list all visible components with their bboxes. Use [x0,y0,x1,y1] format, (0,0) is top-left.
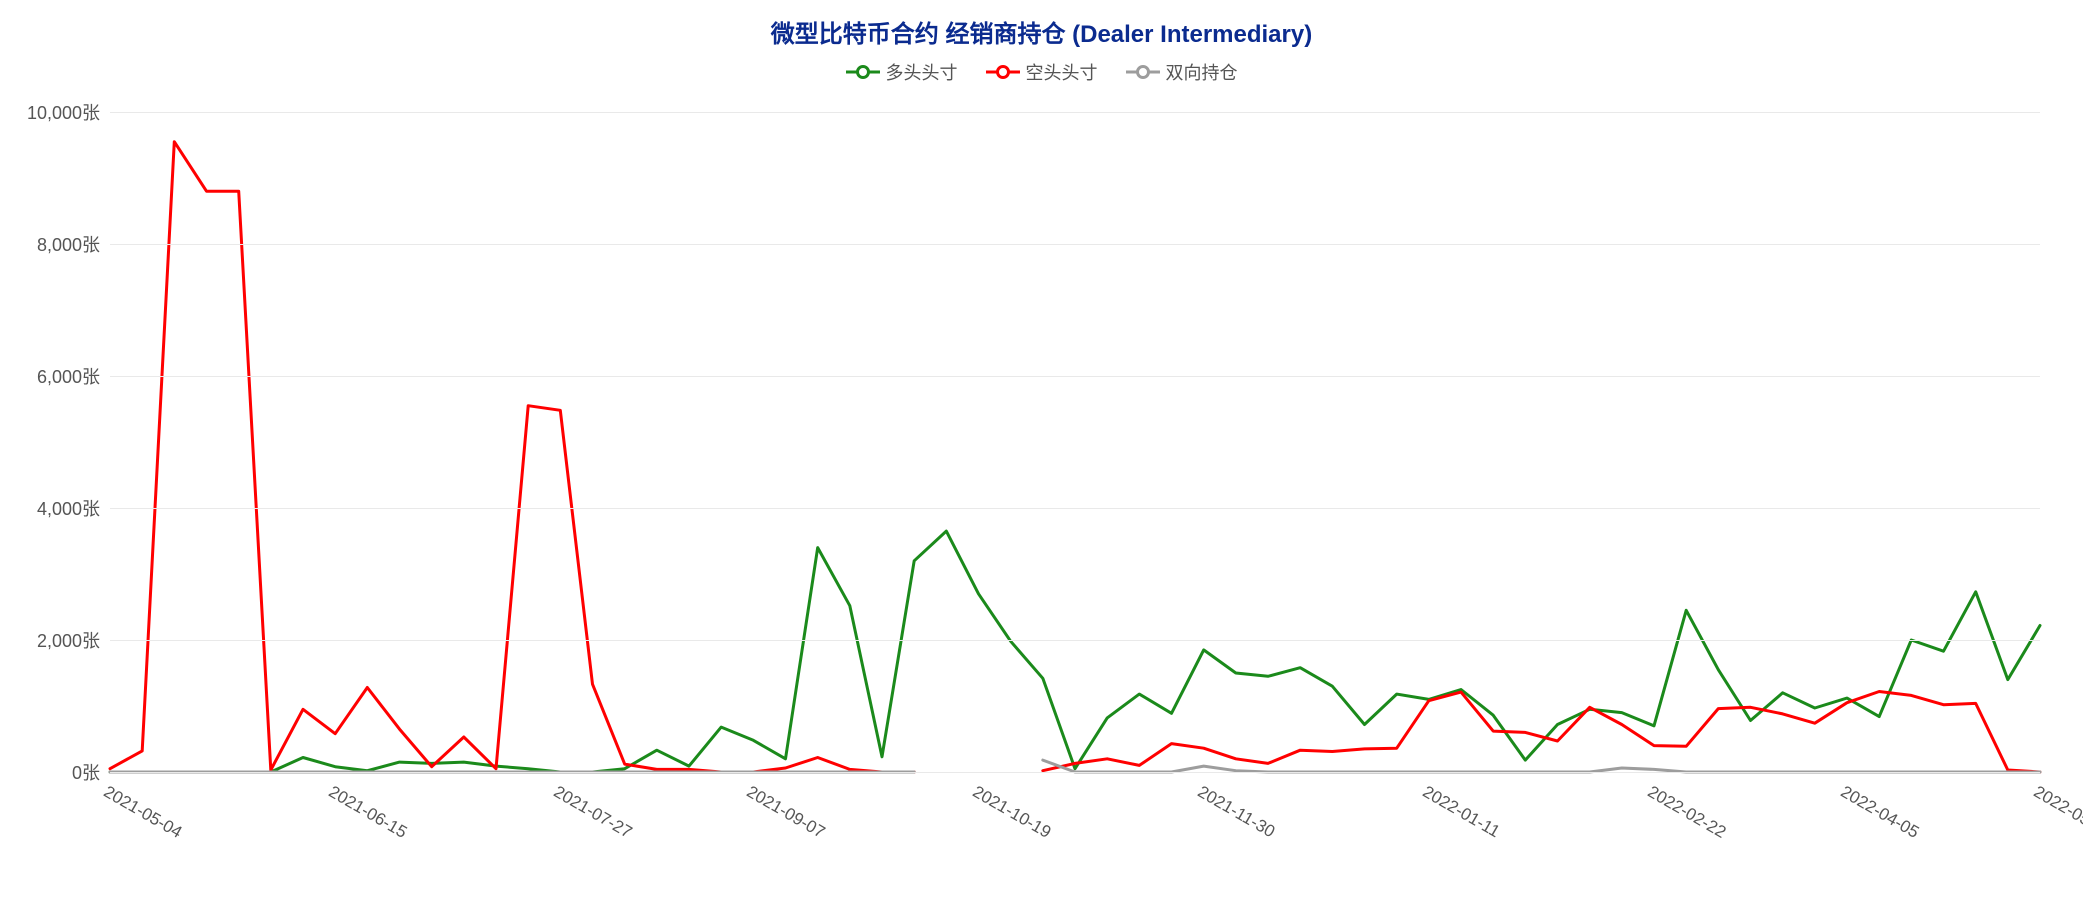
legend-item[interactable]: 双向持仓 [1126,59,1238,85]
y-tick-label: 4,000张 [37,495,110,521]
x-tick-label: 2021-09-07 [743,782,828,843]
gridline [110,376,2040,377]
y-tick-label: 0张 [72,759,110,785]
gridline [110,640,2040,641]
legend-item[interactable]: 空头头寸 [986,59,1098,85]
chart-title: 微型比特币合约 经销商持仓 (Dealer Intermediary) [0,0,2083,49]
y-tick-label: 6,000张 [37,363,110,389]
gridline [110,508,2040,509]
x-tick-label: 2021-07-27 [550,782,635,843]
chart-container: 微型比特币合约 经销商持仓 (Dealer Intermediary) 多头头寸… [0,0,2083,922]
legend-item[interactable]: 多头头寸 [846,59,958,85]
series-line [1043,692,2040,773]
line-series-svg [110,112,2040,772]
legend-label: 多头头寸 [886,59,958,85]
legend-swatch [1126,65,1160,79]
series-line [110,531,2040,772]
gridline [110,244,2040,245]
x-tick-label: 2021-06-15 [325,782,410,843]
legend-swatch [986,65,1020,79]
x-tick-label: 2021-05-04 [100,782,185,843]
legend: 多头头寸 空头头寸 双向持仓 [0,59,2083,85]
legend-label: 双向持仓 [1166,59,1238,85]
y-tick-label: 8,000张 [37,231,110,257]
legend-label: 空头头寸 [1026,59,1098,85]
y-tick-label: 10,000张 [27,99,110,125]
x-tick-label: 2021-10-19 [969,782,1054,843]
x-tick-label: 2022-01-11 [1419,782,1503,842]
x-tick-label: 2022-05-10 [2030,782,2083,843]
legend-swatch [846,65,880,79]
gridline [110,772,2040,773]
series-line [1043,760,2040,772]
plot-area: 0张2,000张4,000张6,000张8,000张10,000张2021-05… [110,112,2040,772]
series-line [110,142,914,772]
y-tick-label: 2,000张 [37,627,110,653]
x-tick-label: 2021-11-30 [1194,782,1278,842]
x-tick-label: 2022-04-05 [1837,782,1922,843]
gridline [110,112,2040,113]
x-tick-label: 2022-02-22 [1644,782,1729,843]
